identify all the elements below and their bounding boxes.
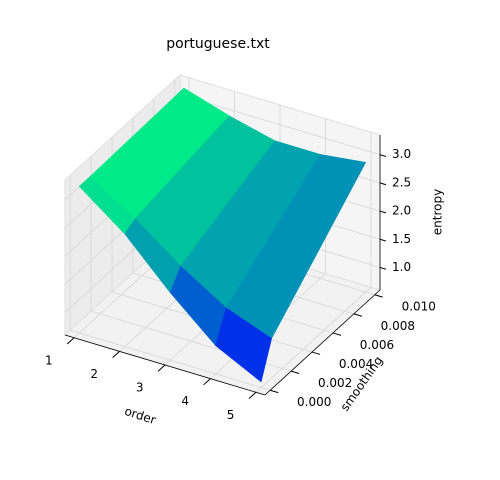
z-tick-label: 2.5 bbox=[392, 175, 411, 189]
z-tick bbox=[379, 238, 387, 242]
y-tick-label: 0.006 bbox=[360, 338, 394, 352]
grid-line bbox=[255, 286, 372, 393]
y-tick-label: 0.004 bbox=[339, 357, 373, 371]
z-tick bbox=[379, 154, 387, 158]
x-tick-label: 1 bbox=[45, 353, 53, 367]
z-tick-label: 1.0 bbox=[392, 260, 411, 274]
x-tick bbox=[112, 350, 120, 359]
x-tick bbox=[203, 378, 211, 386]
axis-line bbox=[64, 334, 266, 396]
y-tick bbox=[311, 351, 321, 355]
grid-line bbox=[70, 329, 271, 391]
y-tick bbox=[290, 370, 300, 375]
y-tick-label: 0.010 bbox=[402, 300, 436, 314]
axis-line bbox=[264, 289, 381, 396]
x-tick-label: 2 bbox=[90, 367, 98, 381]
x-tick-label: 5 bbox=[227, 408, 235, 422]
y-tick-label: 0.008 bbox=[381, 319, 415, 333]
y-tick bbox=[374, 294, 383, 298]
z-tick bbox=[379, 182, 387, 186]
y-tick-label: 0.000 bbox=[297, 395, 331, 409]
surface-patch bbox=[215, 307, 272, 383]
z-tick-label: 3.0 bbox=[392, 147, 411, 161]
z-tick bbox=[379, 266, 387, 270]
z-tick bbox=[379, 210, 387, 214]
grid-line bbox=[179, 94, 381, 156]
y-tick bbox=[332, 332, 342, 336]
x-tick-label: 4 bbox=[181, 394, 189, 408]
z-axis-label: entropy bbox=[431, 189, 445, 235]
chart-title: portuguese.txt bbox=[166, 36, 270, 52]
y-tick bbox=[270, 389, 279, 394]
x-tick-label: 3 bbox=[136, 381, 144, 395]
y-tick bbox=[353, 313, 363, 317]
x-tick bbox=[248, 391, 257, 399]
x-tick bbox=[66, 337, 75, 345]
z-tick-label: 1.5 bbox=[392, 232, 411, 246]
z-tick-label: 2.0 bbox=[392, 204, 411, 218]
x-tick bbox=[157, 364, 166, 372]
y-tick-label: 0.002 bbox=[318, 376, 352, 390]
